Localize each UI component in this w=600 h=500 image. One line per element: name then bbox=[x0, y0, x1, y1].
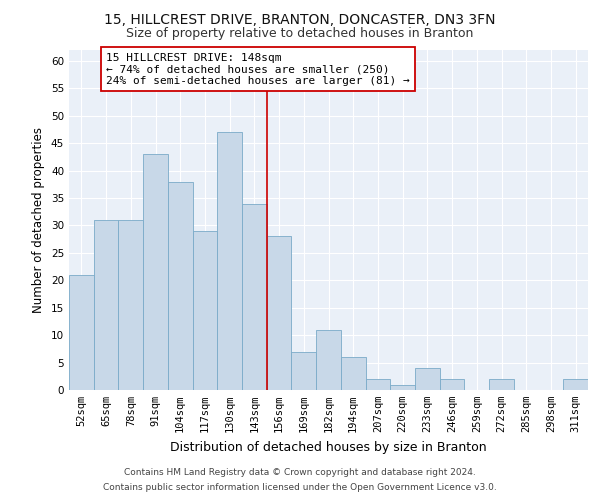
Bar bbox=[415, 368, 440, 390]
Bar bbox=[168, 182, 193, 390]
Bar bbox=[440, 379, 464, 390]
Bar bbox=[489, 379, 514, 390]
Y-axis label: Number of detached properties: Number of detached properties bbox=[32, 127, 46, 313]
X-axis label: Distribution of detached houses by size in Branton: Distribution of detached houses by size … bbox=[170, 440, 487, 454]
Bar bbox=[563, 379, 588, 390]
Text: 15, HILLCREST DRIVE, BRANTON, DONCASTER, DN3 3FN: 15, HILLCREST DRIVE, BRANTON, DONCASTER,… bbox=[104, 12, 496, 26]
Bar bbox=[316, 330, 341, 390]
Text: 15 HILLCREST DRIVE: 148sqm
← 74% of detached houses are smaller (250)
24% of sem: 15 HILLCREST DRIVE: 148sqm ← 74% of deta… bbox=[106, 52, 410, 86]
Bar bbox=[217, 132, 242, 390]
Bar bbox=[143, 154, 168, 390]
Bar bbox=[390, 384, 415, 390]
Bar bbox=[365, 379, 390, 390]
Bar bbox=[193, 231, 217, 390]
Bar bbox=[292, 352, 316, 390]
Text: Size of property relative to detached houses in Branton: Size of property relative to detached ho… bbox=[127, 28, 473, 40]
Bar bbox=[94, 220, 118, 390]
Bar bbox=[242, 204, 267, 390]
Text: Contains HM Land Registry data © Crown copyright and database right 2024.: Contains HM Land Registry data © Crown c… bbox=[124, 468, 476, 477]
Bar bbox=[118, 220, 143, 390]
Bar bbox=[267, 236, 292, 390]
Bar bbox=[69, 275, 94, 390]
Text: Contains public sector information licensed under the Open Government Licence v3: Contains public sector information licen… bbox=[103, 483, 497, 492]
Bar bbox=[341, 357, 365, 390]
